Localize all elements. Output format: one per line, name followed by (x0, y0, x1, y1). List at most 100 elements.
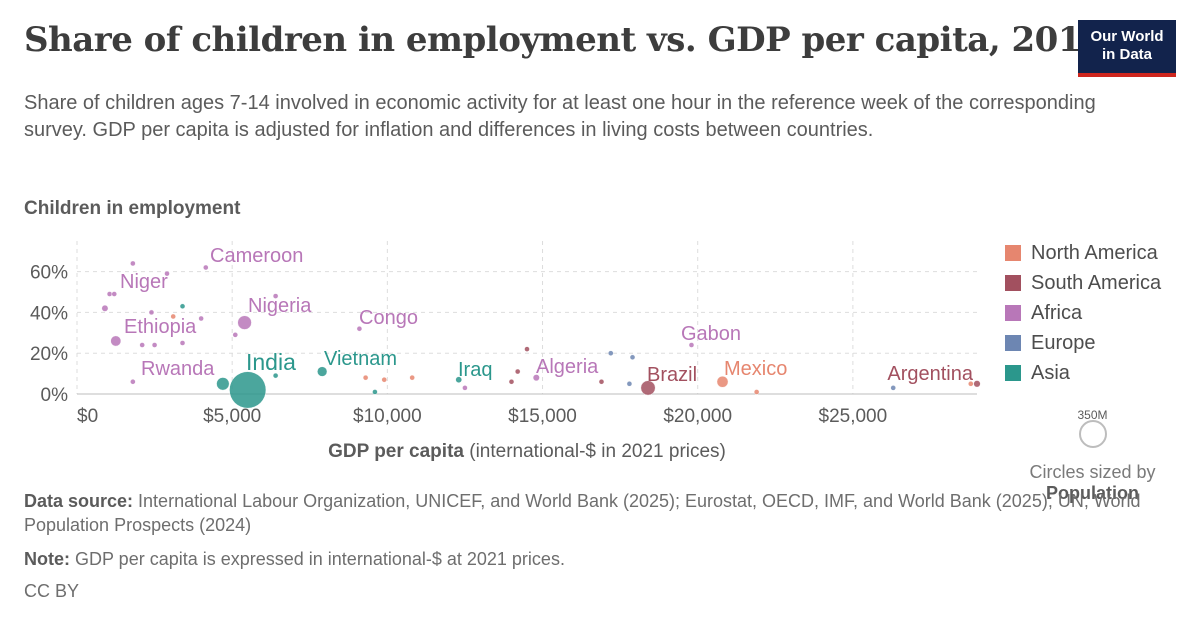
point-label: Argentina (887, 363, 973, 385)
legend-label: Europe (1031, 331, 1096, 354)
data-source-text: International Labour Organization, UNICE… (24, 491, 1141, 535)
data-point (232, 332, 238, 338)
data-point (532, 374, 540, 382)
data-source-label: Data source: (24, 491, 134, 511)
chart-subtitle: Share of children ages 7-14 involved in … (24, 92, 1096, 141)
data-point (272, 293, 279, 299)
y-tick-label: 40% (30, 303, 68, 324)
data-point (101, 304, 109, 312)
color-legend: North America South America Africa Europe As… (1005, 238, 1161, 388)
data-point (356, 326, 363, 332)
legend-item[interactable]: Europe (1005, 328, 1161, 358)
data-point (409, 374, 415, 381)
legend-swatch (1005, 275, 1021, 291)
legend-item[interactable]: South America (1005, 268, 1161, 298)
legend-label: Africa (1031, 301, 1083, 324)
data-point (179, 303, 186, 309)
logo-line-2: in Data (1101, 46, 1152, 63)
legend-item[interactable]: North America (1005, 238, 1161, 268)
data-point (688, 342, 695, 348)
data-point (111, 291, 117, 297)
data-point (508, 379, 515, 385)
data-point (170, 313, 176, 320)
point-label: India (246, 349, 296, 375)
data-point (524, 346, 530, 352)
data-point (229, 371, 267, 409)
data-point (362, 374, 369, 381)
size-legend-circle (1078, 420, 1107, 448)
legend-swatch (1005, 245, 1021, 261)
point-label: Rwanda (141, 358, 215, 380)
data-point (237, 315, 252, 330)
data-point (151, 342, 158, 348)
data-point (753, 389, 760, 395)
legend-label: Asia (1031, 361, 1070, 384)
data-point (381, 377, 387, 383)
note-text: GDP per capita is expressed in internati… (70, 549, 565, 569)
point-label: Niger (120, 271, 168, 293)
legend-swatch (1005, 365, 1021, 381)
point-label: Algeria (536, 356, 599, 378)
size-legend-label: Circles sized by (1029, 462, 1156, 482)
y-tick-label: 20% (30, 344, 68, 365)
x-tick-label: $25,000 (819, 406, 888, 427)
data-point (130, 260, 136, 267)
legend-swatch (1005, 335, 1021, 351)
x-tick-label: $15,000 (508, 406, 577, 427)
license[interactable]: CC BY (24, 581, 80, 601)
x-tick-label: $5,000 (203, 406, 261, 427)
data-point (216, 377, 230, 391)
data-point (372, 389, 378, 395)
point-label: Mexico (724, 358, 787, 380)
y-tick-label: 60% (30, 263, 68, 284)
legend-swatch (1005, 305, 1021, 321)
point-label: Ethiopia (124, 316, 197, 338)
data-point (455, 376, 462, 383)
point-label: Congo (359, 307, 418, 329)
point-label: Nigeria (248, 295, 312, 317)
data-point (317, 366, 328, 377)
data-point (968, 381, 974, 387)
x-axis-label: GDP per capita (international-$ in 2021 … (328, 441, 726, 462)
data-point (629, 354, 636, 360)
point-label: Brazil (647, 364, 697, 386)
legend-item[interactable]: Africa (1005, 298, 1161, 328)
data-point (272, 372, 279, 379)
note-label: Note: (24, 549, 70, 569)
point-label: Vietnam (324, 348, 397, 370)
x-tick-label: $20,000 (663, 406, 732, 427)
data-point (179, 340, 186, 346)
point-label: Gabon (681, 323, 741, 345)
size-legend-variable: Population (1046, 483, 1139, 503)
size-legend: 350M Circles sized by Population (1015, 408, 1170, 504)
y-axis-label: Children in employment (24, 198, 241, 219)
x-tick-label: $10,000 (353, 406, 422, 427)
legend-label: South America (1031, 271, 1162, 294)
data-point (110, 335, 122, 347)
data-point (198, 315, 204, 322)
data-point (462, 385, 468, 391)
legend-item[interactable]: Asia (1005, 358, 1161, 388)
y-tick-label: 0% (41, 385, 69, 406)
data-point (164, 270, 170, 277)
data-point (640, 380, 656, 396)
data-source: Data source: International Labour Organi… (24, 489, 1174, 537)
data-point (130, 379, 136, 385)
data-point (514, 368, 521, 375)
owid-logo[interactable]: Our World in Data (1078, 20, 1176, 77)
chart-note: Note: GDP per capita is expressed in int… (24, 547, 1174, 571)
data-point (106, 291, 113, 297)
legend-label: North America (1031, 241, 1158, 264)
logo-line-1: Our World (1090, 28, 1164, 45)
data-point (608, 350, 614, 356)
point-label: Cameroon (210, 245, 303, 267)
data-point (203, 264, 209, 271)
data-point (148, 309, 155, 316)
chart-title: Share of children in employment vs. GDP … (24, 20, 1105, 60)
x-tick-label: $0 (77, 406, 98, 427)
data-point (139, 342, 145, 348)
point-label: Iraq (458, 359, 492, 381)
data-point (890, 385, 896, 391)
size-legend-value: 350M (1077, 408, 1108, 422)
data-point (973, 380, 981, 388)
